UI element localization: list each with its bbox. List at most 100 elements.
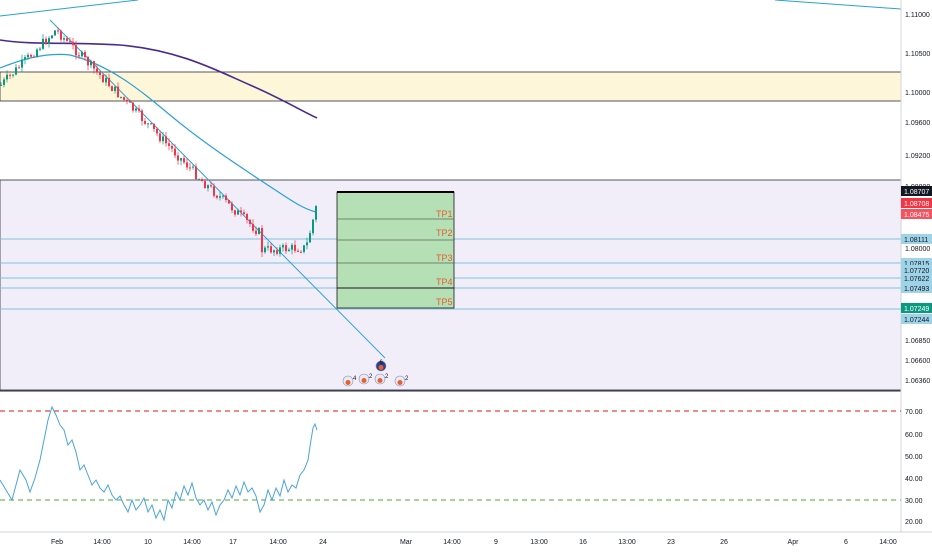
candle-body[interactable]	[216, 195, 218, 198]
candle-body[interactable]	[276, 250, 278, 254]
rsi-axis[interactable]: 70.00 60.00 50.00 40.00 30.00 20.00	[905, 409, 923, 526]
candle-body[interactable]	[6, 74, 8, 80]
candle-body[interactable]	[0, 84, 2, 86]
candle-body[interactable]	[27, 54, 29, 58]
candle-body[interactable]	[297, 250, 299, 252]
candle-body[interactable]	[225, 195, 227, 201]
rsi-line[interactable]	[0, 405, 318, 522]
candle-body[interactable]	[303, 245, 305, 252]
candle-body[interactable]	[123, 96, 125, 100]
candle-body[interactable]	[9, 74, 11, 76]
candle-body[interactable]	[93, 61, 95, 69]
candle-body[interactable]	[153, 123, 155, 129]
candle-body[interactable]	[249, 219, 251, 225]
candle-body[interactable]	[135, 108, 137, 111]
candle-body[interactable]	[309, 233, 311, 243]
candle-body[interactable]	[12, 74, 14, 76]
candle-body[interactable]	[120, 96, 122, 98]
moving-average-long[interactable]	[0, 39, 318, 119]
candle-body[interactable]	[252, 224, 254, 231]
target-box[interactable]: TP1 TP2 TP3 TP4 TP5	[336, 191, 455, 309]
candle-body[interactable]	[99, 71, 101, 76]
candle-body[interactable]	[171, 145, 173, 149]
trendline-top-right[interactable]	[774, 0, 902, 10]
candle-body[interactable]	[42, 38, 44, 49]
candle-body[interactable]	[222, 195, 224, 197]
candle-body[interactable]	[129, 100, 131, 103]
candle-body[interactable]	[60, 31, 62, 40]
candle-body[interactable]	[246, 213, 248, 220]
candle-body[interactable]	[273, 250, 275, 253]
candle-body[interactable]	[189, 167, 191, 169]
candle-body[interactable]	[102, 75, 104, 83]
candle-body[interactable]	[39, 48, 41, 50]
candle-body[interactable]	[81, 52, 83, 57]
candle-body[interactable]	[75, 45, 77, 56]
candle-body[interactable]	[282, 245, 284, 248]
candle-body[interactable]	[195, 166, 197, 180]
economic-event-markers[interactable]: 4 2 2 2 6	[342, 360, 409, 387]
candle-body[interactable]	[210, 185, 212, 187]
candle-body[interactable]	[78, 55, 80, 57]
candle-body[interactable]	[138, 108, 140, 111]
candle-body[interactable]	[84, 52, 86, 58]
candle-body[interactable]	[66, 38, 68, 41]
candle-body[interactable]	[294, 244, 296, 251]
trendline-top-left[interactable]	[0, 0, 139, 17]
candle-body[interactable]	[264, 247, 266, 253]
candle-body[interactable]	[234, 210, 236, 215]
candle-body[interactable]	[255, 230, 257, 234]
candle-body[interactable]	[108, 78, 110, 87]
candle-body[interactable]	[54, 30, 56, 36]
candle-body[interactable]	[18, 67, 20, 69]
candle-body[interactable]	[114, 86, 116, 91]
candle-body[interactable]	[117, 86, 119, 98]
candle-body[interactable]	[111, 86, 113, 91]
candle-body[interactable]	[261, 228, 263, 253]
candle-body[interactable]	[147, 123, 149, 125]
candle-body[interactable]	[57, 30, 59, 32]
supply-zone-box[interactable]	[0, 71, 902, 102]
candle-body[interactable]	[237, 210, 239, 215]
moving-average-short[interactable]	[0, 53, 317, 213]
candle-body[interactable]	[72, 41, 74, 46]
candle-body[interactable]	[30, 54, 32, 57]
candle-body[interactable]	[306, 242, 308, 246]
candle-body[interactable]	[177, 155, 179, 161]
candle-body[interactable]	[288, 249, 290, 252]
candle-body[interactable]	[168, 143, 170, 146]
candle-body[interactable]	[96, 68, 98, 72]
candle-body[interactable]	[165, 136, 167, 144]
candle-body[interactable]	[24, 57, 26, 60]
candle-body[interactable]	[48, 38, 50, 44]
candlestick-series[interactable]	[0, 27, 317, 258]
candle-body[interactable]	[300, 251, 302, 253]
candle-body[interactable]	[315, 206, 317, 220]
candle-body[interactable]	[132, 102, 134, 111]
candle-body[interactable]	[105, 78, 107, 83]
candle-body[interactable]	[258, 228, 260, 234]
candle-body[interactable]	[156, 128, 158, 134]
candle-body[interactable]	[270, 246, 272, 253]
candle-body[interactable]	[180, 158, 182, 161]
target-box-fill[interactable]	[336, 191, 455, 309]
candle-body[interactable]	[183, 158, 185, 163]
candle-body[interactable]	[201, 179, 203, 182]
candle-body[interactable]	[198, 179, 200, 181]
candle-body[interactable]	[21, 59, 23, 68]
candle-body[interactable]	[228, 200, 230, 204]
candle-body[interactable]	[15, 67, 17, 75]
candle-body[interactable]	[291, 244, 293, 250]
candle-body[interactable]	[231, 203, 233, 211]
candle-body[interactable]	[144, 120, 146, 124]
time-axis[interactable]: Feb 14:00 10 14:00 17 14:00 24 Mar 14:00 9 13:00 16…	[51, 539, 897, 546]
candle-body[interactable]	[3, 79, 5, 85]
candle-body[interactable]	[240, 210, 242, 213]
candle-body[interactable]	[126, 99, 128, 101]
candle-body[interactable]	[192, 166, 194, 168]
candle-body[interactable]	[90, 61, 92, 66]
candle-body[interactable]	[51, 35, 53, 39]
candle-body[interactable]	[285, 245, 287, 252]
candle-body[interactable]	[162, 136, 164, 142]
